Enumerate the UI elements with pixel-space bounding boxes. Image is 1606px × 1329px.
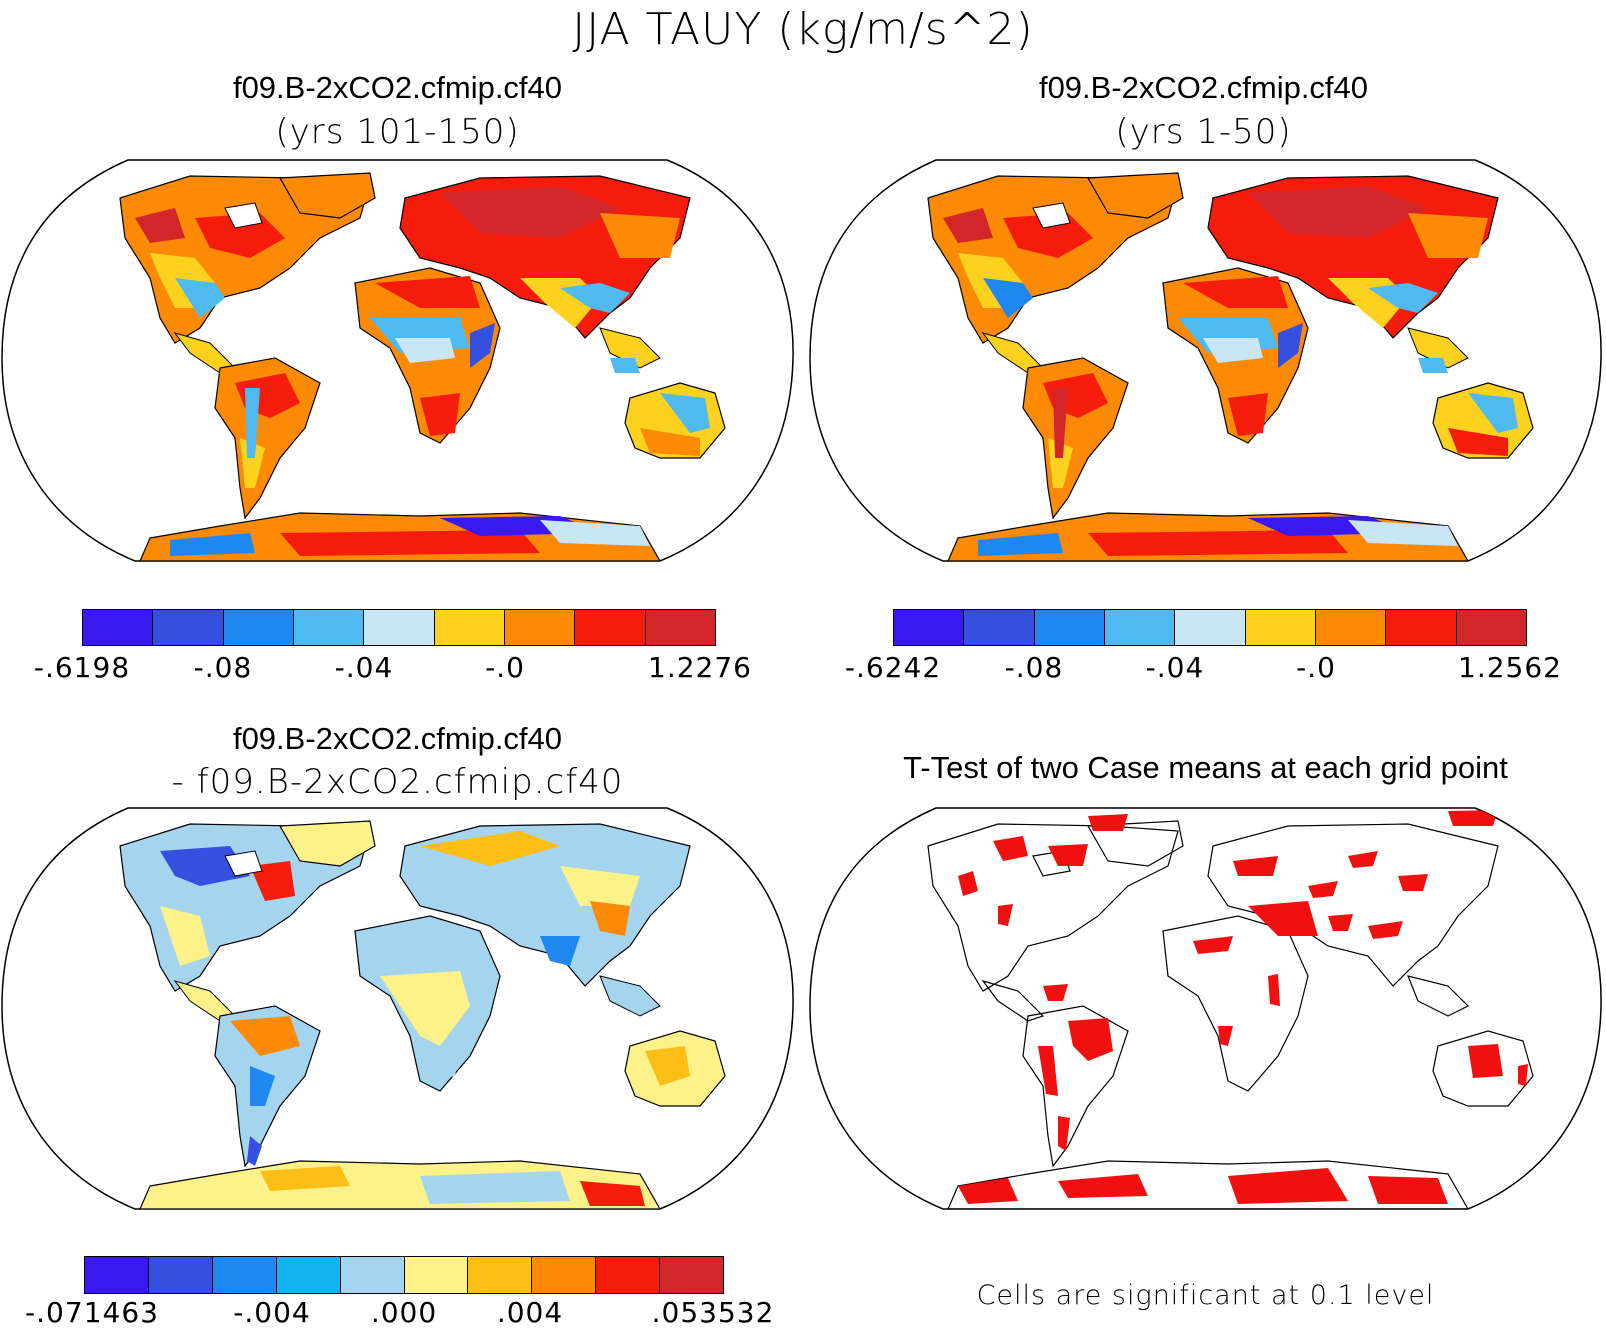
colorbar-diff-swatch (340, 1257, 405, 1293)
colorbar-case2-swatch (1175, 610, 1246, 645)
colorbar-case1-swatch (504, 610, 576, 645)
colorbar-diff-label: .000 (370, 1296, 438, 1329)
panel-case1-title: f09.B-2xCO2.cfmip.cf40 (232, 70, 563, 105)
panel-ttest-title: T-Test of two Case means at each grid po… (903, 750, 1508, 785)
colorbar-case2-swatch (964, 610, 1035, 645)
figure-title: JJA TAUY (kg/m/s^2) (572, 4, 1034, 55)
colorbar-case2-swatch (1104, 610, 1176, 645)
colorbar-diff-swatch (276, 1257, 341, 1293)
colorbar-diff-swatch (532, 1257, 597, 1293)
colorbar-case2-label: -.0 (1296, 651, 1336, 684)
colorbar-case2-label: -.04 (1145, 651, 1205, 684)
colorbar-diff-label: -.004 (233, 1296, 311, 1329)
colorbar-case1-swatch (364, 610, 435, 645)
map-case1 (1, 159, 794, 562)
colorbar-case1-swatch (575, 610, 646, 645)
colorbar-case1-swatch (153, 610, 224, 645)
panel-diff-title: f09.B-2xCO2.cfmip.cf40 (232, 721, 563, 756)
colorbar-case1-swatch (223, 610, 294, 645)
colorbar-case2-swatch (894, 610, 965, 645)
colorbar-case1-label: -.08 (193, 651, 253, 684)
colorbar-case2-swatch (1034, 610, 1105, 645)
ttest-footnote: Cells are significant at 0.1 level (976, 1280, 1435, 1311)
colorbar-case2-swatch (1456, 610, 1526, 645)
colorbar-diff (84, 1256, 724, 1294)
colorbar-case2-swatch (1315, 610, 1387, 645)
colorbar-case1-swatch (434, 610, 505, 645)
colorbar-case1 (82, 609, 716, 646)
colorbar-case1-swatch (83, 610, 154, 645)
colorbar-case2-swatch (1245, 610, 1316, 645)
map-diff (1, 807, 794, 1210)
map-ttest (809, 807, 1602, 1210)
colorbar-case2-label: -.6242 (844, 651, 942, 684)
colorbar-diff-label: -.071463 (25, 1296, 159, 1329)
colorbar-case2-label: 1.2562 (1458, 651, 1562, 684)
panel-case1-subtitle: (yrs 101-150) (275, 112, 520, 152)
colorbar-diff-label: .053532 (651, 1296, 775, 1329)
colorbar-case1-label: -.6198 (33, 651, 131, 684)
colorbar-diff-swatch (404, 1257, 469, 1293)
greenland-region (278, 172, 376, 219)
colorbar-case1-swatch (293, 610, 365, 645)
colorbar-diff-swatch (660, 1257, 724, 1293)
colorbar-diff-swatch (596, 1257, 661, 1293)
map-case2 (809, 159, 1602, 562)
colorbar-case1-label: -.0 (485, 651, 525, 684)
panel-case2-title: f09.B-2xCO2.cfmip.cf40 (1038, 70, 1369, 105)
colorbar-diff-swatch (85, 1257, 149, 1293)
colorbar-case2-label: -.08 (1004, 651, 1064, 684)
colorbar-case1-label: 1.2276 (648, 651, 752, 684)
colorbar-diff-swatch (468, 1257, 533, 1293)
colorbar-diff-swatch (212, 1257, 277, 1293)
colorbar-case2-swatch (1386, 610, 1457, 645)
colorbar-diff-swatch (148, 1257, 213, 1293)
panel-diff-subtitle: - f09.B-2xCO2.cfmip.cf40 (171, 762, 624, 802)
colorbar-case2 (893, 609, 1527, 646)
significant-cells (958, 810, 1528, 1204)
colorbar-case1-swatch (645, 610, 715, 645)
panel-case2-subtitle: (yrs 1-50) (1115, 112, 1292, 152)
colorbar-case1-label: -.04 (334, 651, 394, 684)
colorbar-diff-label: .004 (496, 1296, 564, 1329)
